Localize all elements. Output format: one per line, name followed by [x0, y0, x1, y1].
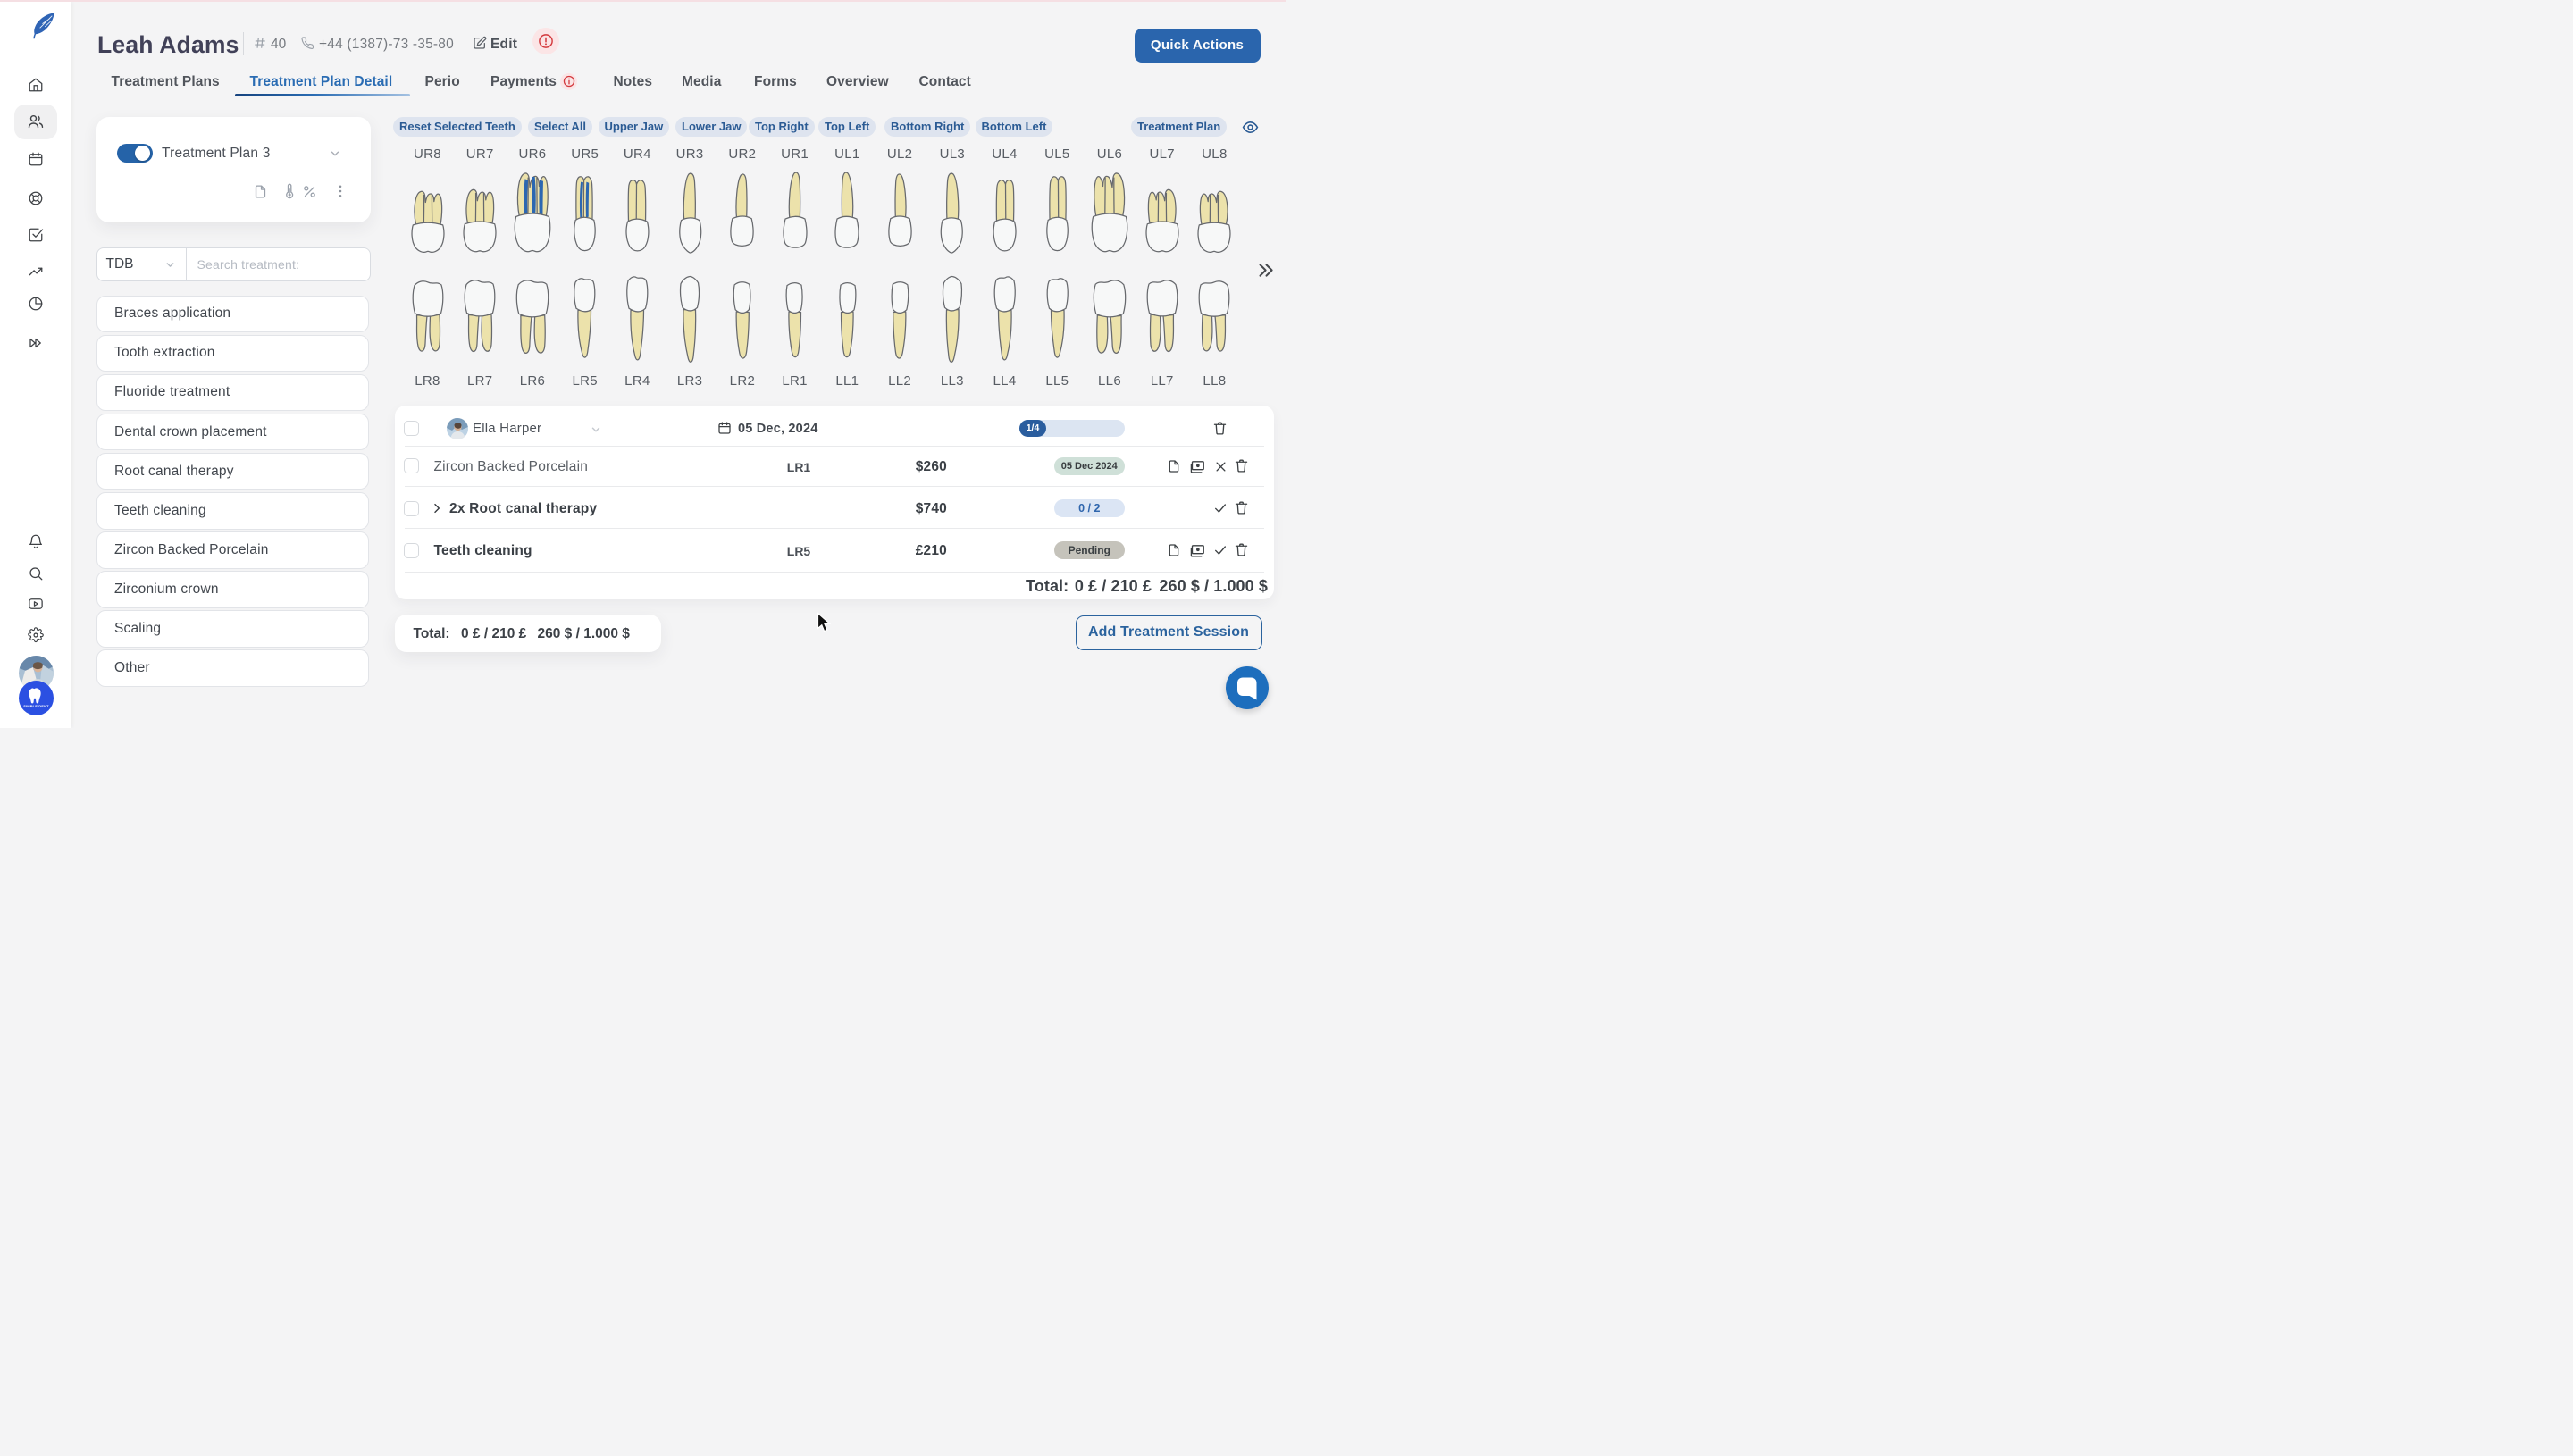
svg-text:SIMPLE DENT: SIMPLE DENT [23, 704, 49, 708]
